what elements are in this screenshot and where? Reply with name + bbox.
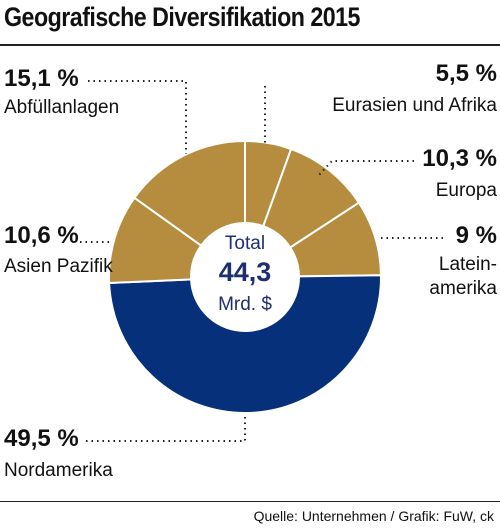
source-note: Quelle: Unternehmen / Grafik: FuW, ck [253,508,494,524]
slice-5 [133,139,246,247]
center-total-label: Total [225,233,265,254]
slice-value-label-1: 10,3 % [422,145,497,172]
donut-chart: 5,5 % Eurasien und Afrika 10,3 % Europa 9 % L… [4,60,497,481]
leader-line-3 [86,414,246,442]
center-total-unit: Mrd. $ [218,294,272,315]
slice-name-label-2-line-0: Latein- [439,254,497,275]
footer-rule [0,501,500,502]
slice-value-label-3: 49,5 % [4,425,79,452]
slice-name-label-1: Europa [436,180,498,201]
slice-value-label-2: 9 % [456,222,497,249]
slice-value-label-5: 15,1 % [4,65,79,92]
slice-name-label-4: Asien Pazifik [4,256,113,277]
slice-name-label-0: Eurasien und Afrika [332,95,497,116]
slice-name-label-5: Abfüllanlagen [4,97,119,118]
slice-value-label-0: 5,5 % [436,60,497,87]
slice-value-label-4: 10,6 % [4,222,79,249]
slice-name-label-2-line-1: amerika [429,278,497,299]
leader-lines [80,80,443,442]
center-total-value: 44,3 [219,257,272,287]
slice-3 [108,274,382,414]
slice-name-label-3: Nordamerika [4,460,113,481]
chart-title: Geografische Diversifikation 2015 [4,2,360,32]
slice-labels: 5,5 % Eurasien und Afrika 10,3 % Europa 9 % L… [4,60,497,481]
donut-slices [108,139,383,414]
title-rule [0,44,500,46]
